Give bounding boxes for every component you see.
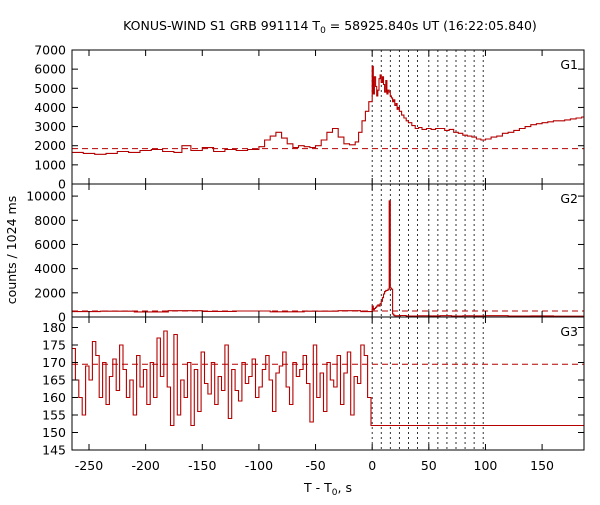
panel-label: G1 [560, 57, 578, 72]
panels-layer: 01000200030004000500060007000G1020004000… [26, 43, 585, 473]
x-tick-label: 150 [530, 458, 554, 473]
x-tick-label: 100 [474, 458, 498, 473]
x-tick-label: 50 [421, 458, 437, 473]
x-axis-label: T - T0, s [303, 480, 352, 498]
y-tick-label: 150 [42, 425, 66, 440]
x-tick-label: -200 [131, 458, 159, 473]
y-tick-label: 5000 [34, 81, 66, 96]
y-tick-label: 2000 [34, 285, 66, 300]
y-tick-label: 175 [42, 338, 66, 353]
panel-g3: 145 150 155 160 165 170 175 180 G3 [42, 316, 585, 458]
y-tick-label: 4000 [34, 100, 66, 115]
y-tick-label: 160 [42, 390, 66, 405]
y-tick-label: 10000 [26, 189, 66, 204]
panel-label: G2 [560, 191, 578, 206]
y-tick-label: 3000 [34, 119, 66, 134]
x-tick-label: -250 [75, 458, 103, 473]
y-tick-label: 0 [58, 310, 66, 325]
y-tick-label: 0 [58, 177, 66, 192]
y-tick-label: 165 [42, 373, 66, 388]
y-tick-label: 170 [42, 355, 66, 370]
panel-label: G3 [560, 324, 578, 339]
panel-frame [71, 316, 585, 451]
y-tick-label: 7000 [34, 43, 66, 58]
panel-g2: 0 2000 4000 6000 8000 10000 G2 [26, 183, 585, 325]
panel-g1: 0 1000 2000 3000 4000 5000 6000 7000 G1 [34, 43, 585, 192]
x-tick-label: 0 [368, 458, 376, 473]
chart-title: KONUS-WIND S1 GRB 991114 T0 = 58925.840s… [123, 18, 537, 36]
y-tick-label: 145 [42, 443, 66, 458]
y-tick-label: 8000 [34, 213, 66, 228]
light-curve [72, 200, 585, 317]
light-curve [72, 65, 584, 155]
y-tick-label: 180 [42, 320, 66, 335]
y-tick-label: 6000 [34, 62, 66, 77]
x-tick-label: -150 [188, 458, 216, 473]
panel-frame [71, 49, 585, 185]
x-tick-label: -100 [245, 458, 273, 473]
x-tick-label: -50 [305, 458, 325, 473]
panel-frame [71, 183, 585, 318]
y-tick-label: 6000 [34, 237, 66, 252]
y-tick-label: 2000 [34, 138, 66, 153]
light-curve [72, 330, 584, 427]
y-tick-label: 155 [42, 408, 66, 423]
y-tick-label: 4000 [34, 261, 66, 276]
y-tick-label: 1000 [34, 157, 66, 172]
y-axis-label: counts / 1024 ms [4, 196, 19, 304]
